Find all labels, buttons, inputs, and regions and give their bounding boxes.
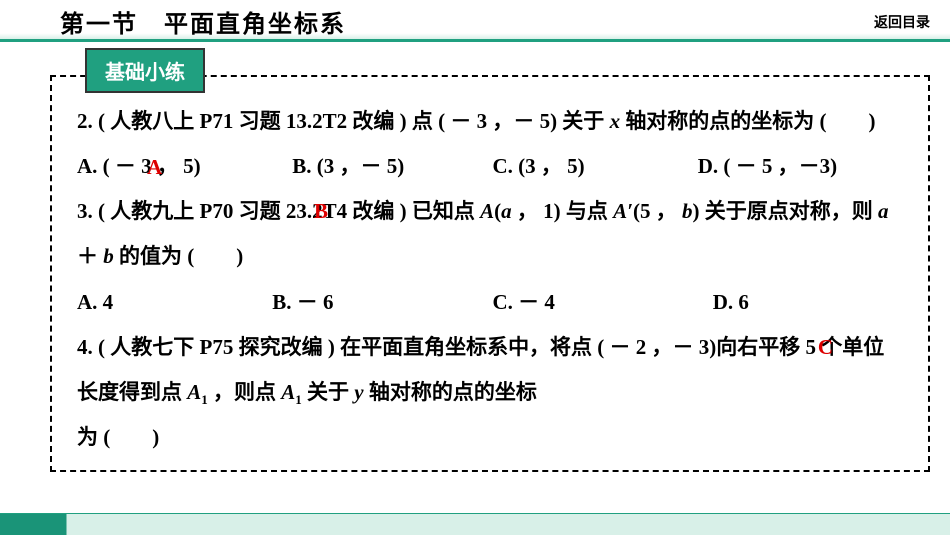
q3-pAp: A′ [613, 199, 633, 223]
q2-stem-a: 2. ( 人教八上 P71 习题 13.2T2 改编 ) 点 ( － 3 ，－ … [77, 109, 610, 133]
q2-opt-c: C. (3 ， 5) [493, 144, 693, 189]
q3-answer: B [314, 189, 328, 234]
q3-vb: b [682, 199, 693, 223]
q3-opt-b: B. － 6 [272, 280, 487, 325]
question-4: 4. ( 人教七下 P75 探究改编 ) 在平面直角坐标系中，将点 ( － 2 … [77, 325, 903, 415]
q3-opt-d: D. 6 [713, 290, 749, 314]
q3-va: a [501, 199, 512, 223]
q3-stem-a: 3. ( 人教九上 P70 习题 23.2T4 改编 ) 已知点 [77, 199, 480, 223]
footer-bar [0, 513, 950, 535]
q3-opt-a: A. 4 [77, 280, 267, 325]
q4-answer: C [818, 325, 833, 370]
section-tab: 基础小练 [85, 48, 205, 93]
back-link[interactable]: 返回目录 [874, 12, 930, 32]
q3-stem-b: 关于原点对称，则 [705, 199, 878, 223]
q4-vy: y [354, 380, 363, 404]
q4-stem-c: 轴对称的点的坐标 [364, 380, 537, 404]
q3-plus: ＋ [77, 244, 103, 268]
page-title: 第一节 平面直角坐标系 [60, 4, 346, 39]
q2-var-x: x [610, 109, 621, 133]
question-3-options: A. 4 B. － 6 C. － 4 D. 6 [77, 280, 903, 325]
q4-stem-b: 关于 [302, 380, 355, 404]
q3-opt-c: C. － 4 [493, 280, 708, 325]
q3-paren3: ) [693, 199, 700, 223]
q3-vb2: b [103, 244, 114, 268]
header-bar: 第一节 平面直角坐标系 返回目录 [0, 0, 950, 42]
question-3: 3. ( 人教九上 P70 习题 23.2T4 改编 ) 已知点 A(a ， 1… [77, 189, 903, 279]
q2-opt-d: D. ( － 5 ，－3) [698, 154, 837, 178]
q3-va2: a [878, 199, 889, 223]
q3-pA: A [480, 199, 494, 223]
q3-paren2: (5 ， [633, 199, 682, 223]
q4-mid: ，则点 [208, 380, 282, 404]
q2-opt-b: B. (3 ，－ 5) [292, 144, 487, 189]
question-2: 2. ( 人教八上 P71 习题 13.2T2 改编 ) 点 ( － 3 ，－ … [77, 99, 903, 144]
question-4-tail: 为 ( ) [77, 415, 903, 460]
q3-comma1: ， 1) 与点 [512, 199, 614, 223]
q4-A1a: A [187, 380, 201, 404]
q2-stem-b: 轴对称的点的坐标为 ( ) [620, 109, 876, 133]
q2-answer: A [147, 145, 162, 190]
q3-stem-c: 的值为 ( ) [114, 244, 244, 268]
q2-opt-a: A. ( － 3 ， 5) [77, 144, 287, 189]
q4-A1b: A [281, 380, 295, 404]
content-box: 2. ( 人教八上 P71 习题 13.2T2 改编 ) 点 ( － 3 ，－ … [50, 75, 930, 472]
question-2-options: A. ( － 3 ， 5) B. (3 ，－ 5) C. (3 ， 5) D. … [77, 144, 903, 189]
